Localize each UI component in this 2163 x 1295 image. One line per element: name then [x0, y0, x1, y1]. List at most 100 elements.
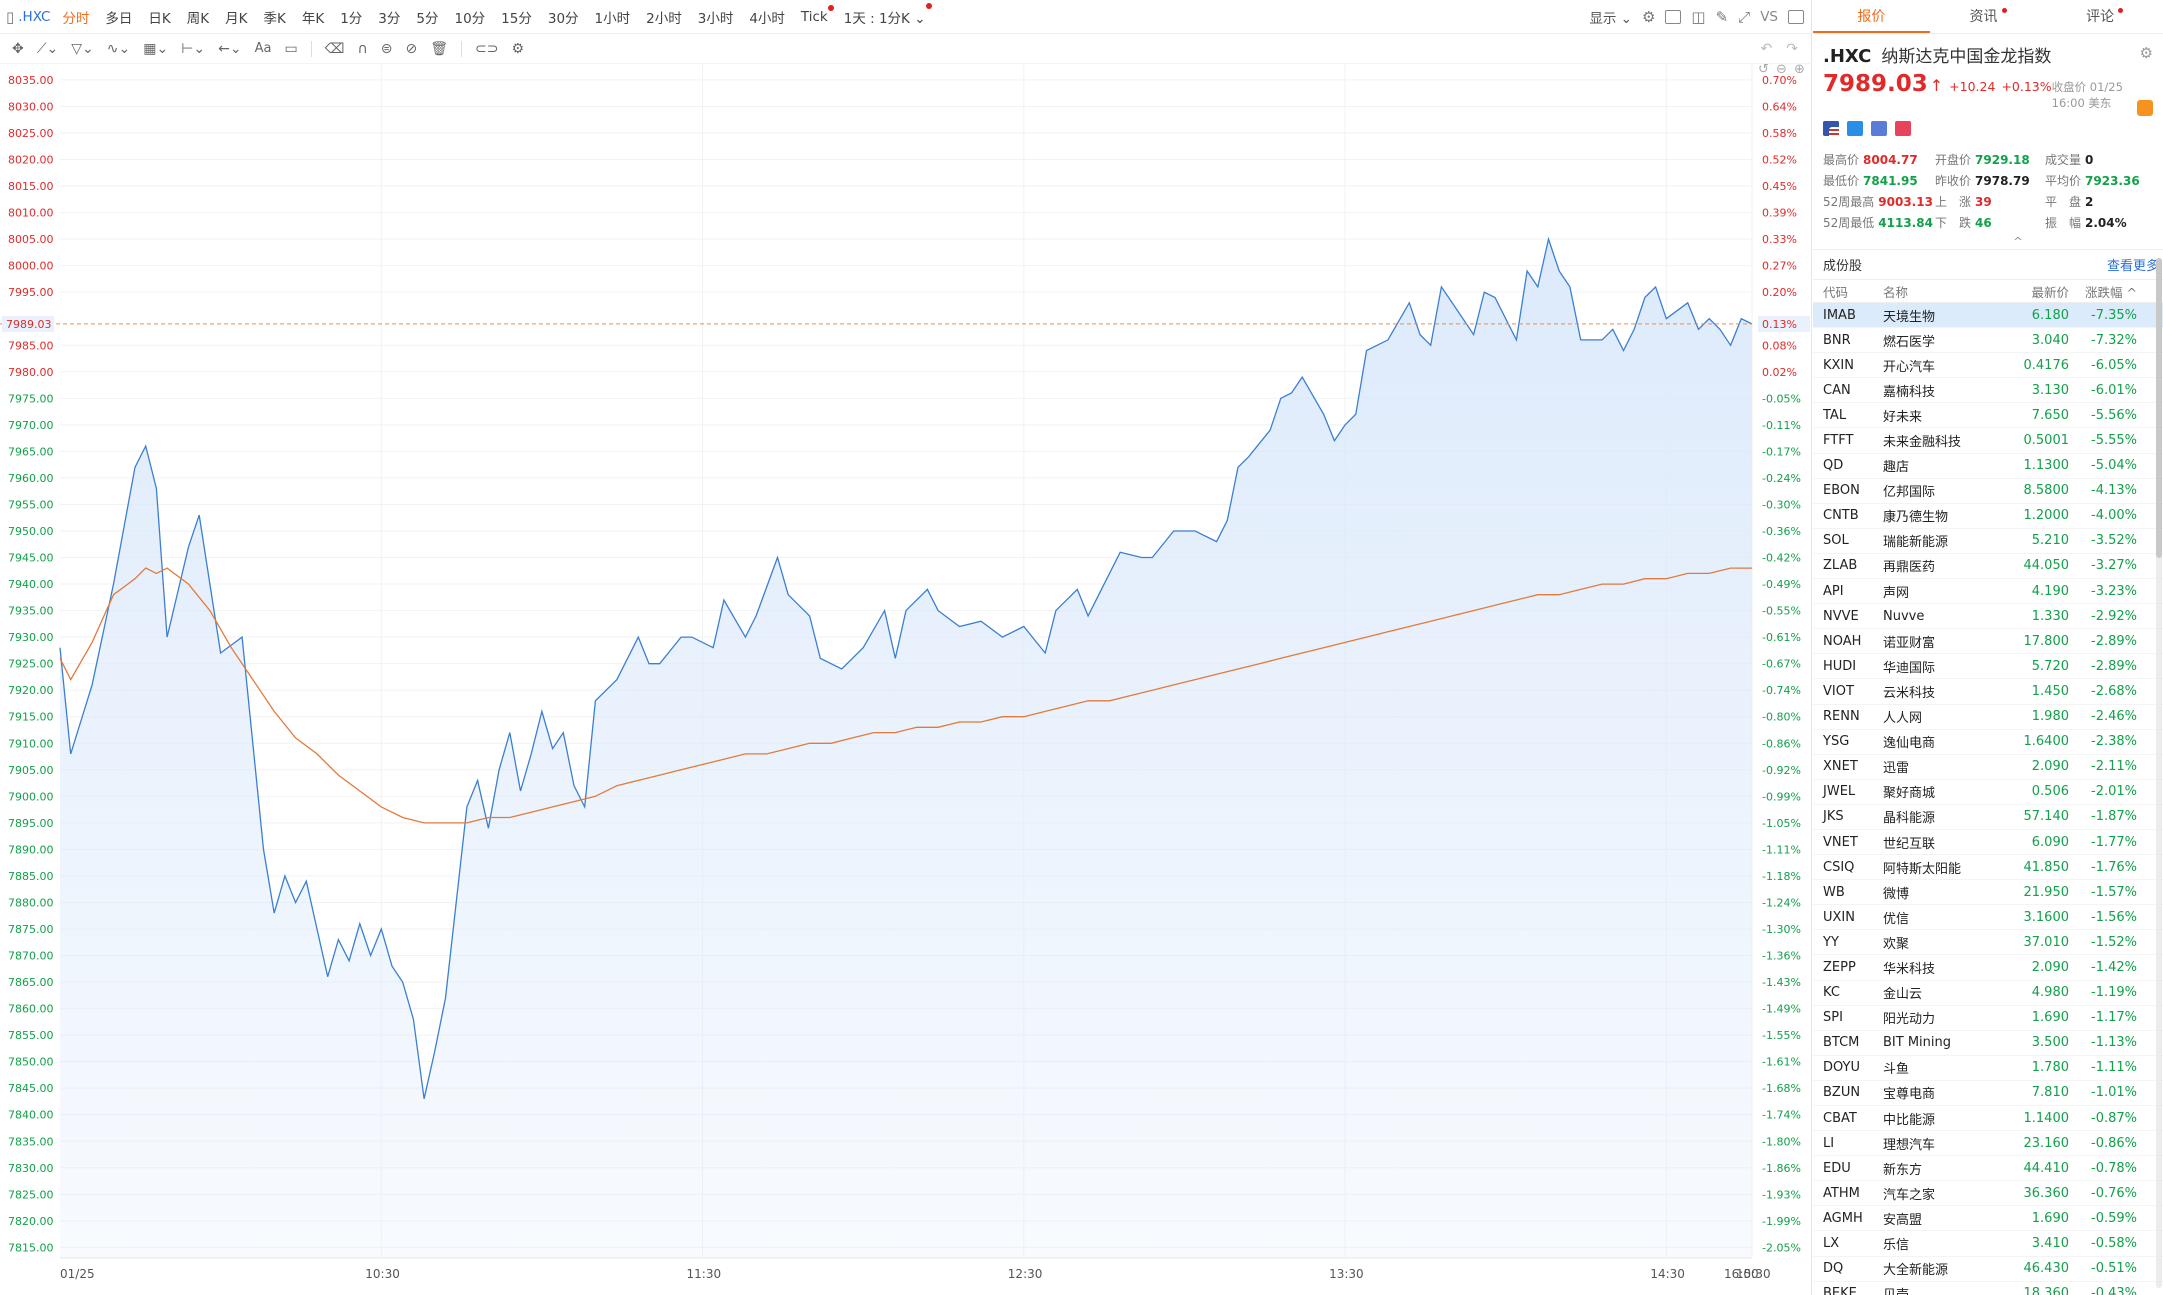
timeframe-14[interactable]: 2小时 [646, 10, 682, 27]
vs-button[interactable]: VS [1760, 9, 1778, 25]
alert-bell-icon[interactable] [2137, 100, 2153, 116]
timeframe-13[interactable]: 1小时 [594, 10, 631, 27]
table-row[interactable]: ZEPP 华米科技 2.090 -1.42% [1813, 955, 2163, 981]
col-pct[interactable]: 涨跌幅 ^ [2085, 284, 2137, 300]
camera-icon[interactable]: ◫ [1691, 8, 1706, 26]
timeframe-3[interactable]: 周K [186, 10, 210, 27]
table-row[interactable]: API 声网 4.190 -3.23% [1813, 579, 2163, 605]
drawing-settings-icon[interactable]: ⚙ [511, 40, 525, 57]
lightning-icon[interactable] [1847, 120, 1863, 136]
table-row[interactable]: DQ 大全新能源 46.430 -0.51% [1813, 1257, 2163, 1282]
text-tool-icon[interactable]: Aa [254, 41, 272, 56]
timeframe-16[interactable]: 4小时 [749, 10, 785, 27]
table-row[interactable]: LI 理想汽车 23.160 -0.86% [1813, 1131, 2163, 1157]
timeframe-8[interactable]: 3分 [378, 10, 401, 27]
timeframe-10[interactable]: 10分 [454, 10, 486, 27]
table-row[interactable]: LX 乐信 3.410 -0.58% [1813, 1231, 2163, 1257]
undo-icon[interactable]: ↶ [1760, 41, 1773, 57]
measure-tool-icon[interactable]: ⊢⌄ [181, 40, 206, 57]
table-row[interactable]: TAL 好未来 7.650 -5.56% [1813, 403, 2163, 429]
redo-icon[interactable]: ↷ [1786, 41, 1798, 57]
link-icon[interactable]: ⊂⊃ [475, 40, 499, 57]
layout-icon[interactable] [1665, 10, 1682, 24]
timeframe-15[interactable]: 3小时 [697, 10, 734, 27]
table-row[interactable]: VNET 世纪互联 6.090 -1.77% [1813, 830, 2163, 856]
symbol-label[interactable]: .HXC [18, 8, 51, 25]
heart-icon[interactable] [1895, 120, 1911, 136]
table-row[interactable]: UXIN 优信 3.1600 -1.56% [1813, 905, 2163, 931]
arrow-tool-icon[interactable]: ←⌄ [218, 40, 242, 57]
document-icon[interactable] [1871, 120, 1887, 136]
table-row[interactable]: SOL 瑞能新能源 5.210 -3.52% [1813, 529, 2163, 554]
tab-0[interactable]: 报价 [1813, 0, 1930, 33]
timeframe-17[interactable]: Tick [801, 4, 834, 25]
table-row[interactable]: FTFT 未来金融科技 0.5001 -5.55% [1813, 428, 2163, 454]
table-row[interactable]: WB 微博 21.950 -1.57% [1813, 880, 2163, 906]
timeframe-12[interactable]: 30分 [547, 10, 579, 27]
timeframe-2[interactable]: 日K [148, 10, 171, 27]
collapse-caret-icon[interactable]: ^ [2013, 235, 2023, 248]
scrollbar-thumb[interactable] [2156, 258, 2162, 558]
settings-icon[interactable]: ⚙ [1641, 8, 1656, 26]
table-row[interactable]: JKS 晶科能源 57.140 -1.87% [1813, 805, 2163, 830]
sidebar-toggle-icon[interactable]: ▯ [6, 7, 15, 26]
pattern-tool-icon[interactable]: ▦⌄ [143, 40, 169, 57]
table-row[interactable]: VIOT 云米科技 1.450 -2.68% [1813, 679, 2163, 705]
zoom-out-icon[interactable]: ⊖ [1776, 64, 1787, 77]
col-price[interactable]: 最新价 [2031, 284, 2069, 300]
table-row[interactable]: NVVE Nuvve 1.330 -2.92% [1813, 604, 2163, 630]
table-row[interactable]: KC 金山云 4.980 -1.19% [1813, 981, 2163, 1006]
timeframe-5[interactable]: 季K [263, 10, 286, 27]
display-menu[interactable]: 显示 ⌄ [1589, 11, 1632, 27]
table-row[interactable]: YY 欢聚 37.010 -1.52% [1813, 930, 2163, 956]
wave-tool-icon[interactable]: ∿⌄ [106, 40, 131, 57]
pencil-icon[interactable]: ✎ [1715, 8, 1729, 26]
table-row[interactable]: CSIQ 阿特斯太阳能 41.850 -1.76% [1813, 855, 2163, 881]
col-code[interactable]: 代码 [1823, 284, 1849, 300]
fullscreen-icon[interactable]: ⤢ [1738, 8, 1751, 26]
table-row[interactable]: HUDI 华迪国际 5.720 -2.89% [1813, 654, 2163, 680]
table-row[interactable]: JWEL 聚好商城 0.506 -2.01% [1813, 780, 2163, 805]
view-more-link[interactable]: 查看更多 [2106, 259, 2159, 274]
table-row[interactable]: DOYU 斗鱼 1.780 -1.11% [1813, 1056, 2163, 1081]
crosshair-icon[interactable]: ✥ [12, 40, 24, 57]
table-row[interactable]: YSG 逸仙电商 1.6400 -2.38% [1813, 730, 2163, 755]
channel-tool-icon[interactable]: ▽⌄ [71, 40, 94, 57]
table-row[interactable]: XNET 迅雷 2.090 -2.11% [1813, 755, 2163, 780]
timeframe-1[interactable]: 多日 [105, 10, 133, 27]
table-row[interactable]: BEKE 贝壳 18.360 -0.43% [1813, 1282, 2163, 1295]
table-row[interactable]: QD 趣店 1.1300 -5.04% [1813, 454, 2163, 479]
timeframe-18[interactable]: 1天 : 1分K ⌄ [844, 2, 932, 27]
table-row[interactable]: NOAH 诺亚财富 17.800 -2.89% [1813, 629, 2163, 655]
table-row[interactable]: EDU 新东方 44.410 -0.78% [1813, 1156, 2163, 1182]
table-row[interactable]: EBON 亿邦国际 8.5800 -4.13% [1813, 479, 2163, 504]
timeframe-11[interactable]: 15分 [501, 10, 532, 27]
reset-icon[interactable]: ↺ [1758, 64, 1769, 77]
table-row[interactable]: BZUN 宝尊电商 7.810 -1.01% [1813, 1081, 2163, 1106]
eraser-icon[interactable]: ⌫ [324, 40, 345, 57]
timeframe-6[interactable]: 年K [301, 10, 325, 27]
table-row[interactable]: RENN 人人网 1.980 -2.46% [1813, 705, 2163, 730]
table-row[interactable]: CNTB 康乃德生物 1.2000 -4.00% [1813, 504, 2163, 529]
panel-toggle-icon[interactable] [1788, 10, 1804, 24]
gear-icon[interactable]: ⚙ [2139, 44, 2153, 62]
hide-icon[interactable]: ⊘ [405, 40, 418, 57]
timeframe-4[interactable]: 月K [225, 10, 248, 27]
table-row[interactable]: BTCM BIT Mining 3.500 -1.13% [1813, 1031, 2163, 1056]
table-row[interactable]: SPI 阳光动力 1.690 -1.17% [1813, 1006, 2163, 1031]
tab-1[interactable]: 资讯 [1930, 0, 2047, 33]
table-row[interactable]: CBAT 中比能源 1.1400 -0.87% [1813, 1106, 2163, 1132]
timeframe-9[interactable]: 5分 [416, 10, 439, 27]
trash-icon[interactable]: 🗑 [430, 40, 448, 57]
col-name[interactable]: 名称 [1883, 284, 1909, 300]
table-row[interactable]: ATHM 汽车之家 36.360 -0.76% [1813, 1181, 2163, 1207]
table-row[interactable]: KXIN 开心汽车 0.4176 -6.05% [1813, 353, 2163, 379]
line-tool-icon[interactable]: ⟋⌄ [36, 40, 59, 57]
tab-2[interactable]: 评论 [2046, 0, 2163, 33]
timeframe-7[interactable]: 1分 [340, 10, 363, 27]
table-row[interactable]: IMAB 天境生物 6.180 -7.35% [1813, 303, 2163, 329]
table-row[interactable]: BNR 燃石医学 3.040 -7.32% [1813, 328, 2163, 354]
magnet-icon[interactable]: ∩ [357, 40, 368, 57]
table-row[interactable]: CAN 嘉楠科技 3.130 -6.01% [1813, 378, 2163, 404]
intraday-chart[interactable]: 8035.00 8030.00 8025.00 8020.00 8015.00 8010.… [0, 64, 1812, 1295]
